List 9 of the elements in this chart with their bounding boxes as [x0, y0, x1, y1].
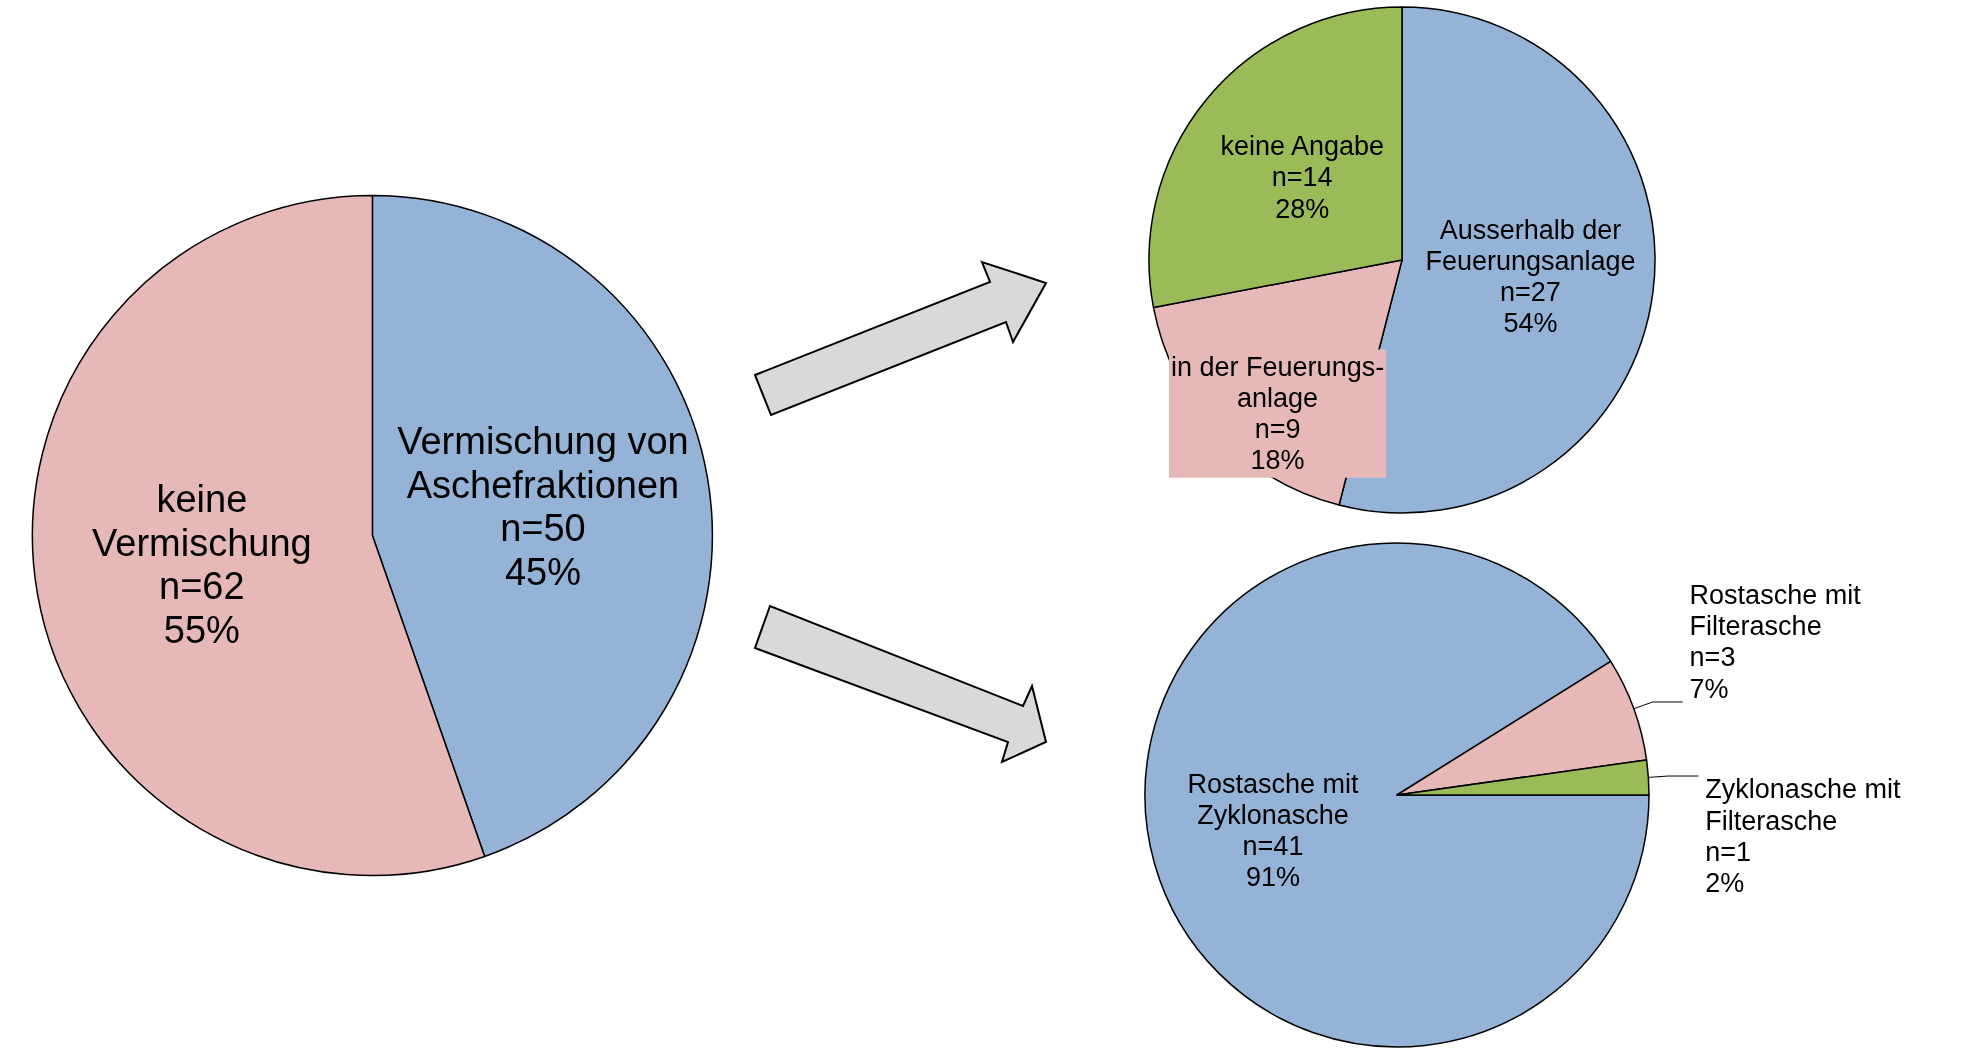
slice-label: keine Angabe: [1220, 131, 1385, 162]
data-label: n=41 91%: [1242, 831, 1304, 893]
data-label: n=62 55%: [159, 565, 245, 652]
data-label: n=27 54%: [1500, 276, 1561, 338]
data-label: n=3 7%: [1689, 642, 1736, 704]
data-label: n=50 45%: [500, 507, 586, 594]
data-label: n=1 2%: [1705, 836, 1752, 898]
data-label: n=14 28%: [1271, 162, 1333, 224]
data-label: n=9 18%: [1250, 414, 1305, 476]
